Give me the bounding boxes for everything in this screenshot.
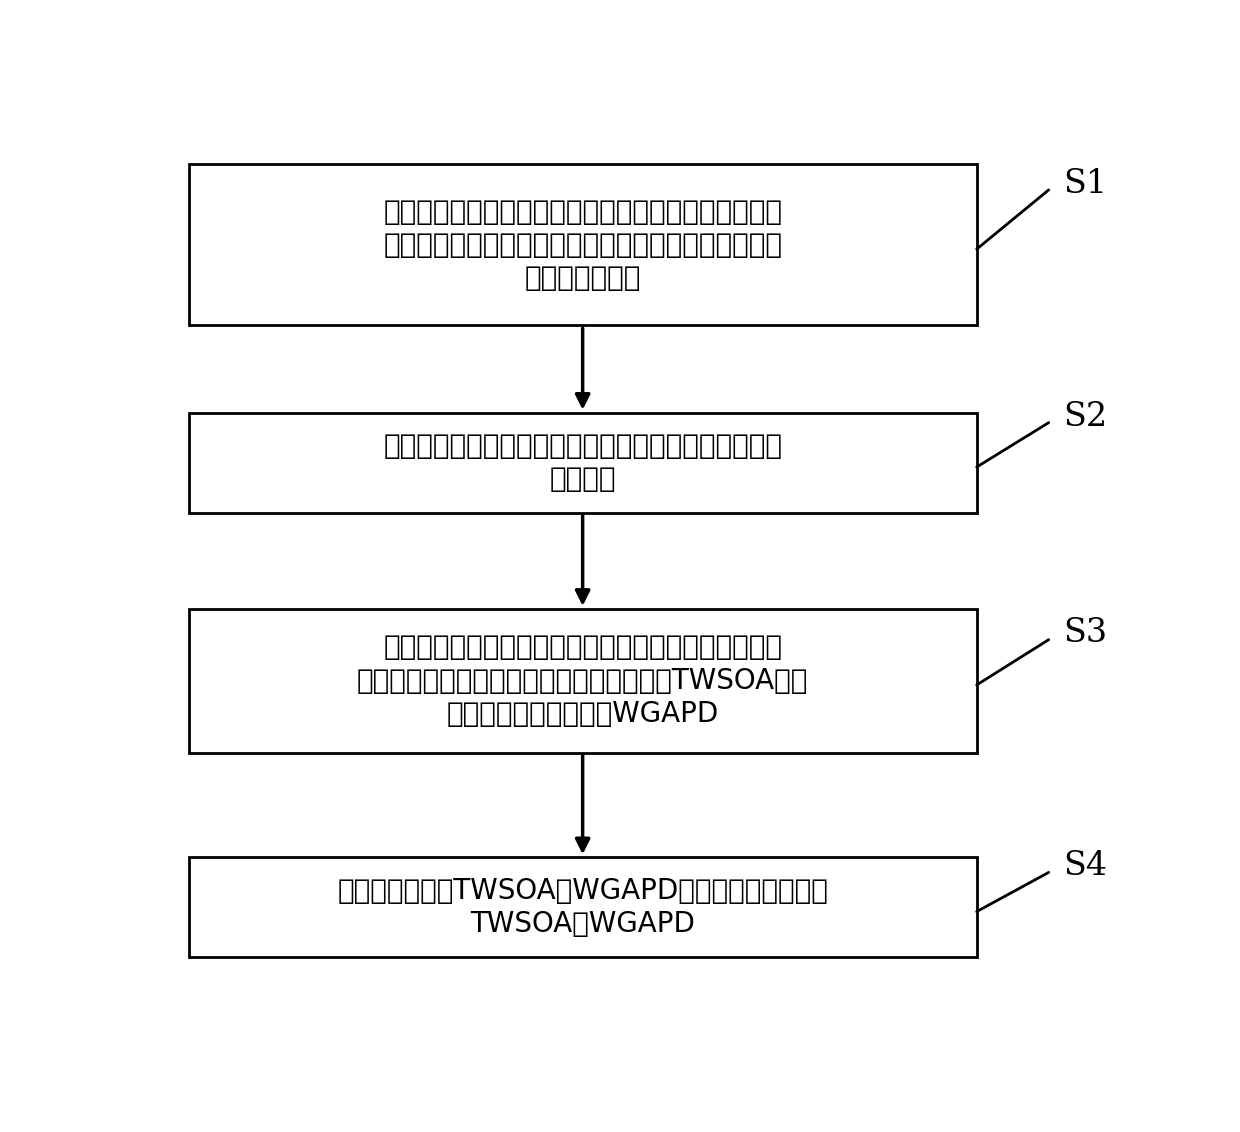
Text: S1: S1 xyxy=(1063,168,1107,199)
Text: S3: S3 xyxy=(1063,617,1107,649)
Text: 层形成外延结构: 层形成外延结构 xyxy=(525,264,641,292)
Text: 遮蔽部分外延结构，对未遮蔽部分外延结构进行第二次: 遮蔽部分外延结构，对未遮蔽部分外延结构进行第二次 xyxy=(383,634,782,661)
Text: 二渐变层、第一功能层、第二功能层、扩散控制层和顶: 二渐变层、第一功能层、第二功能层、扩散控制层和顶 xyxy=(383,231,782,259)
Bar xyxy=(188,609,977,753)
Text: 散控制层: 散控制层 xyxy=(549,465,616,494)
Bar xyxy=(188,164,977,325)
Text: 刻蚀外延结构将TWSOA和WGAPD分离，并形成条形的: 刻蚀外延结构将TWSOA和WGAPD分离，并形成条形的 xyxy=(337,876,828,904)
Text: 在衬底上，依次生长缓冲层、第一渐变层、有源层、第: 在衬底上，依次生长缓冲层、第一渐变层、有源层、第 xyxy=(383,198,782,225)
Text: S4: S4 xyxy=(1063,850,1107,882)
Text: S2: S2 xyxy=(1063,401,1107,432)
Text: 遮蔽部分外延结构形成WGAPD: 遮蔽部分外延结构形成WGAPD xyxy=(446,700,719,728)
Text: 对整个外延结构进行第一次锌扩散工艺，使锌扩散至扩: 对整个外延结构进行第一次锌扩散工艺，使锌扩散至扩 xyxy=(383,432,782,460)
Text: 锌扩散工艺，使锌扩散至第二渐变层以形成TWSOA，被: 锌扩散工艺，使锌扩散至第二渐变层以形成TWSOA，被 xyxy=(357,667,808,695)
Bar xyxy=(188,412,977,513)
Text: TWSOA和WGAPD: TWSOA和WGAPD xyxy=(470,910,696,937)
Bar xyxy=(188,857,977,958)
